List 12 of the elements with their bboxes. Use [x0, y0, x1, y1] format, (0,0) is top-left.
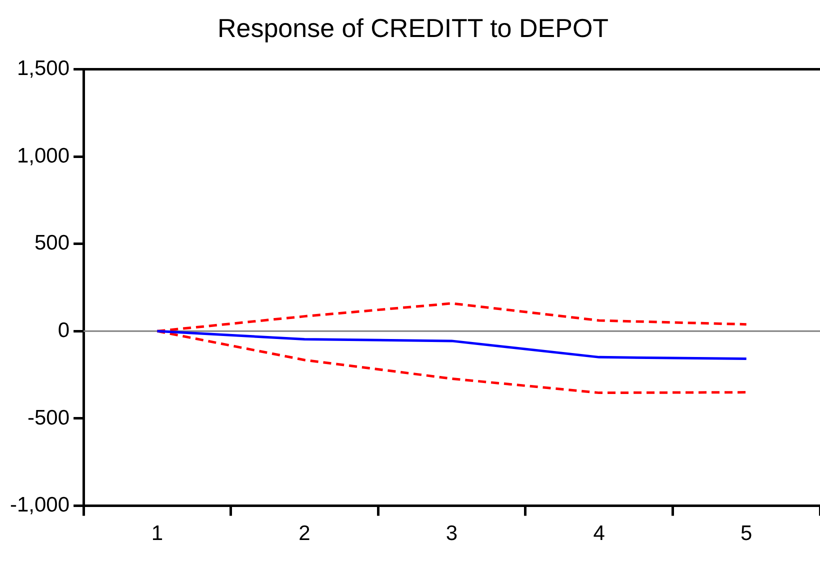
y-tick-label: -1,000 [10, 494, 70, 517]
x-tick-label: 3 [446, 522, 458, 546]
x-tick-label: 4 [593, 522, 606, 546]
x-tick-label: 1 [151, 522, 164, 546]
y-tick-label: 1,000 [16, 144, 70, 168]
x-tick-label: 2 [298, 522, 310, 546]
y-tick-label: 1,500 [16, 56, 70, 80]
y-tick-label: 500 [34, 232, 70, 255]
chart-title: Response of CREDITT to DEPOT [217, 12, 609, 43]
y-tick-label: 0 [58, 318, 70, 342]
y-tick-label: -500 [28, 406, 70, 430]
x-tick-label: 5 [740, 522, 752, 546]
